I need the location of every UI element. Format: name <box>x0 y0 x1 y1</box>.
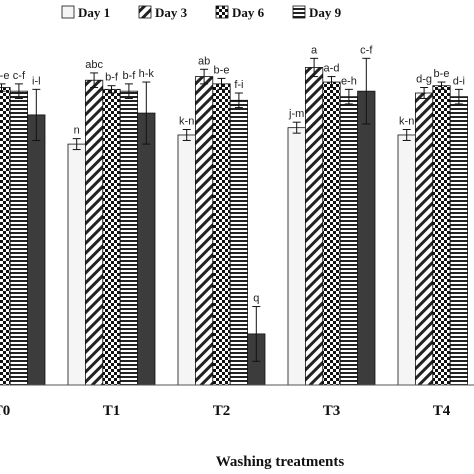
bar-t4-series-2 <box>414 92 434 386</box>
significance-label-t4-series-2: d-g <box>416 74 432 86</box>
significance-label-t3-series-3: a-d <box>324 63 340 75</box>
significance-label-t4-series-4: d-i <box>453 75 465 87</box>
chart-legend: Day 1 Day 3 Day 6 Day 9 <box>61 5 342 20</box>
significance-label-t3-series-2: a <box>311 44 318 56</box>
bar-t2-series-1 <box>177 134 196 386</box>
bar-t2-series-2 <box>194 76 214 386</box>
x-tick-label-t0: T0 <box>0 403 10 419</box>
bar-t0-series-5 <box>27 114 46 386</box>
bar-t2-series-4 <box>229 99 248 386</box>
significance-label-t1-series-1: n <box>74 125 80 137</box>
bar-t1-series-2 <box>85 79 104 386</box>
bar-t0-series-3 <box>0 87 11 386</box>
significance-label-t1-series-3: b-f <box>105 72 119 84</box>
legend-swatch-3 <box>215 5 229 19</box>
significance-label-t3-series-4: e-h <box>341 75 357 87</box>
legend-label-3: Day 6 <box>232 5 265 20</box>
bar-t3-series-5 <box>357 90 376 386</box>
significance-label-t3-series-1: j-m <box>288 108 304 120</box>
significance-label-t0-series-3: b-e <box>0 70 9 82</box>
significance-label-t2-series-4: f-i <box>234 79 243 91</box>
legend-swatch-1 <box>61 5 75 19</box>
legend-label-4: Day 9 <box>309 5 342 20</box>
bar-t3-series-1 <box>287 127 306 386</box>
bar-t4-series-3 <box>432 85 451 386</box>
bar-t3-series-2 <box>304 67 324 386</box>
bar-t3-series-4 <box>339 96 359 386</box>
bar-t3-series-3 <box>322 81 341 386</box>
x-tick-label-t2: T2 <box>213 403 231 419</box>
significance-label-t0-series-4: c-f <box>13 70 26 82</box>
legend-swatch-4 <box>292 5 306 19</box>
significance-label-t4-series-1: k-n <box>399 116 414 128</box>
significance-label-t2-series-1: k-n <box>179 116 194 128</box>
significance-label-t2-series-2: ab <box>198 55 210 67</box>
bar-t2-series-3 <box>212 83 231 386</box>
bar-t1-series-4 <box>119 90 138 386</box>
bar-t1-series-3 <box>102 88 121 386</box>
bar-t1-series-1 <box>67 143 86 386</box>
x-tick-labels: T0 T1 T2 T3 T4 <box>0 403 451 419</box>
significance-label-t1-series-4: b-f <box>122 70 136 82</box>
bar-t0-series-4 <box>9 90 28 386</box>
legend-swatch-2 <box>138 5 152 19</box>
significance-label-t1-series-5: h-k <box>139 68 155 80</box>
significance-label-t3-series-5: c-f <box>360 44 373 56</box>
significance-label-t0-series-5: i-l <box>32 75 41 87</box>
x-tick-label-t4: T4 <box>433 403 451 419</box>
bar-t4-series-1 <box>397 134 416 386</box>
bar-series <box>0 67 469 386</box>
error-bars <box>0 57 463 362</box>
significance-label-t2-series-3: b-e <box>214 64 230 76</box>
x-axis-label: Washing treatments <box>216 454 345 470</box>
significance-label-t4-series-3: b-e <box>434 68 450 80</box>
bar-t4-series-4 <box>449 96 469 386</box>
significance-label-t2-series-5: q <box>253 293 259 305</box>
bar-t1-series-5 <box>137 112 156 386</box>
legend-label-1: Day 1 <box>78 5 110 20</box>
x-tick-label-t1: T1 <box>103 403 121 419</box>
legend-label-2: Day 3 <box>155 5 188 20</box>
significance-labels: b-ec-fi-lnabcb-fb-fh-kk-nabb-ef-iqj-maa-… <box>0 44 465 304</box>
x-tick-label-t3: T3 <box>323 403 341 419</box>
significance-label-t1-series-2: abc <box>85 59 103 71</box>
